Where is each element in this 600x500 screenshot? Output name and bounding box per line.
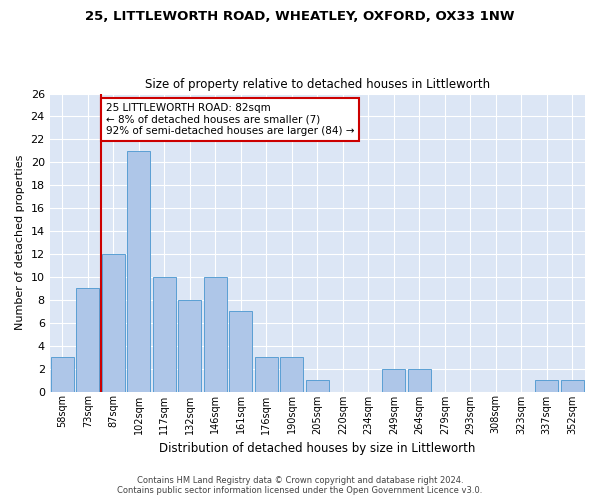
Bar (204, 277, 227, 392)
Text: 25, LITTLEWORTH ROAD, WHEATLEY, OXFORD, OX33 1NW: 25, LITTLEWORTH ROAD, WHEATLEY, OXFORD, … (85, 10, 515, 23)
X-axis label: Distribution of detached houses by size in Littleworth: Distribution of detached houses by size … (159, 442, 476, 455)
Bar (382, 368, 405, 392)
Bar (280, 357, 304, 392)
Bar (306, 380, 329, 392)
Bar (153, 277, 176, 392)
Text: Contains HM Land Registry data © Crown copyright and database right 2024.
Contai: Contains HM Land Registry data © Crown c… (118, 476, 482, 495)
Bar (127, 151, 151, 392)
Bar (76, 288, 100, 392)
Bar (255, 357, 278, 392)
Title: Size of property relative to detached houses in Littleworth: Size of property relative to detached ho… (145, 78, 490, 91)
Bar (535, 380, 558, 392)
Bar (51, 357, 74, 392)
Bar (229, 312, 253, 392)
Text: 25 LITTLEWORTH ROAD: 82sqm
← 8% of detached houses are smaller (7)
92% of semi-d: 25 LITTLEWORTH ROAD: 82sqm ← 8% of detac… (106, 102, 354, 136)
Bar (408, 368, 431, 392)
Bar (178, 300, 202, 392)
Bar (102, 254, 125, 392)
Bar (561, 380, 584, 392)
Y-axis label: Number of detached properties: Number of detached properties (15, 155, 25, 330)
